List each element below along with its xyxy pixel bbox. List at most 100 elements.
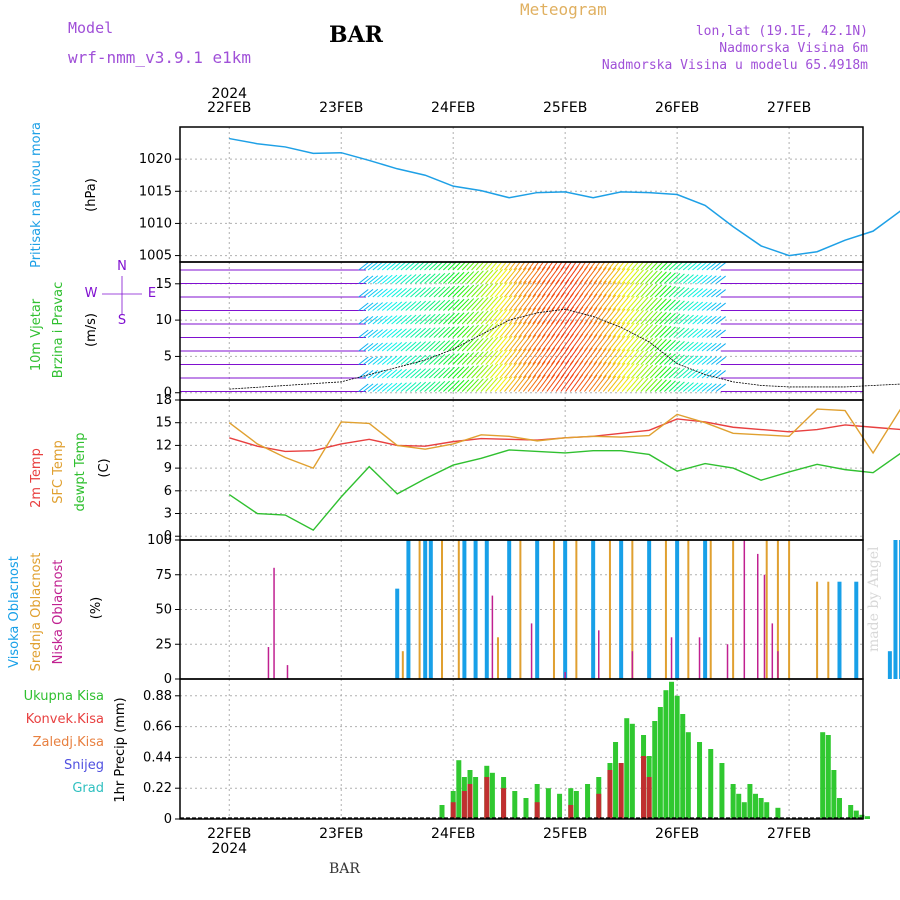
wind-barb xyxy=(541,262,549,271)
wind-barb xyxy=(536,306,551,325)
wind-barb xyxy=(513,334,527,352)
wind-barb xyxy=(457,366,470,379)
sfc-temp-line xyxy=(228,408,900,469)
wind-barb xyxy=(475,337,489,352)
wind-barb xyxy=(640,270,654,284)
wind-barb xyxy=(715,329,726,338)
wind-barb xyxy=(438,380,451,392)
wind-barb xyxy=(649,365,663,379)
wind-barb xyxy=(485,282,499,298)
wind-barb xyxy=(616,362,631,379)
wind-barb xyxy=(461,325,475,338)
wind-barb xyxy=(410,327,422,338)
wind-barb xyxy=(696,342,708,352)
wind-barb xyxy=(687,368,699,379)
wind-barb xyxy=(673,287,685,298)
ytick-label: 1010 xyxy=(139,216,172,231)
wind-barb xyxy=(635,310,649,325)
wind-barb xyxy=(701,369,713,379)
wind-barb xyxy=(438,326,451,338)
wind-barb xyxy=(386,274,398,284)
wind-barb xyxy=(598,361,612,379)
wind-barb xyxy=(410,314,422,325)
wind-barb xyxy=(452,366,465,379)
wind-barb xyxy=(377,302,388,311)
wind-barb xyxy=(471,378,484,392)
wind-barb xyxy=(513,307,527,325)
wind-barb xyxy=(405,382,417,392)
cloud-mid-bar xyxy=(457,540,460,679)
wind-barb xyxy=(452,325,465,338)
ytick-label: 0.88 xyxy=(143,689,172,704)
wind-barb xyxy=(400,368,412,379)
wind-barb xyxy=(612,281,626,298)
wind-barb xyxy=(358,275,369,284)
cloud-mid-bar xyxy=(709,540,712,679)
wind-barb xyxy=(593,334,607,352)
wind-barb xyxy=(682,382,694,392)
year-label-bottom: 2024 xyxy=(211,841,247,857)
wind-barb xyxy=(527,361,541,379)
wind-barb xyxy=(649,351,663,365)
wind-barb xyxy=(621,336,635,352)
wind-barb xyxy=(358,316,369,325)
cloud-mid-bar xyxy=(441,540,444,679)
wind-barb xyxy=(701,302,713,311)
wind-barbs xyxy=(180,262,863,392)
wind-barb xyxy=(687,274,699,284)
wind-barb xyxy=(494,309,508,325)
wind-barb xyxy=(447,262,457,271)
wind-barb xyxy=(424,286,436,298)
wind-barb xyxy=(513,280,527,298)
wind-barb xyxy=(452,285,465,298)
wind-barb xyxy=(631,377,644,392)
wind-barb xyxy=(466,351,479,365)
wind-barb xyxy=(616,308,631,325)
wind-barb xyxy=(363,369,374,379)
wind-barb xyxy=(405,355,417,365)
wind-barb xyxy=(466,338,479,352)
wind-barb xyxy=(485,296,499,311)
wind-barb xyxy=(668,300,681,311)
precip-total-bar xyxy=(831,770,837,819)
wind-barb xyxy=(466,270,479,284)
wind-barb xyxy=(480,283,494,298)
precip-conv-bar xyxy=(450,802,456,819)
wind-barb xyxy=(391,274,403,284)
wind-barb xyxy=(532,262,540,271)
model-elevation-label: Nadmorska Visina u modelu 65.4918m xyxy=(601,58,868,73)
wind-barb xyxy=(621,295,635,311)
wind-barb xyxy=(668,286,681,298)
wind-barb xyxy=(475,262,485,271)
model-name: wrf-nmm_v3.9.1 e1km xyxy=(68,48,252,67)
wind-barb xyxy=(682,314,694,325)
wind-barb xyxy=(640,324,654,338)
wind-barb xyxy=(363,288,374,298)
wind-barb xyxy=(616,281,631,298)
wind-barb xyxy=(410,287,422,298)
wind-barb xyxy=(588,334,603,352)
wind-barb xyxy=(602,294,617,311)
wind-barb xyxy=(447,353,460,365)
wind-barb xyxy=(377,288,388,298)
wind-barb xyxy=(673,273,685,284)
wind-barb xyxy=(443,299,455,311)
wind-barb xyxy=(654,352,667,365)
wind-barb xyxy=(687,314,699,325)
wind-barb xyxy=(621,262,630,271)
wind-barb xyxy=(381,342,393,352)
cloud-high-bar xyxy=(619,540,624,679)
ytick-label: 75 xyxy=(155,568,172,583)
wind-barb xyxy=(489,363,503,379)
wind-barb xyxy=(631,336,644,352)
wind-barb xyxy=(687,355,699,365)
wind-barb xyxy=(616,335,631,352)
wind-barb xyxy=(504,362,518,379)
wind-barb xyxy=(367,288,379,298)
wind-barb xyxy=(391,288,403,298)
wind-barb xyxy=(466,311,479,325)
wind-barb xyxy=(489,269,503,284)
wind-barb xyxy=(626,296,640,311)
wind-barb xyxy=(485,262,494,271)
wind-barb xyxy=(443,326,455,338)
